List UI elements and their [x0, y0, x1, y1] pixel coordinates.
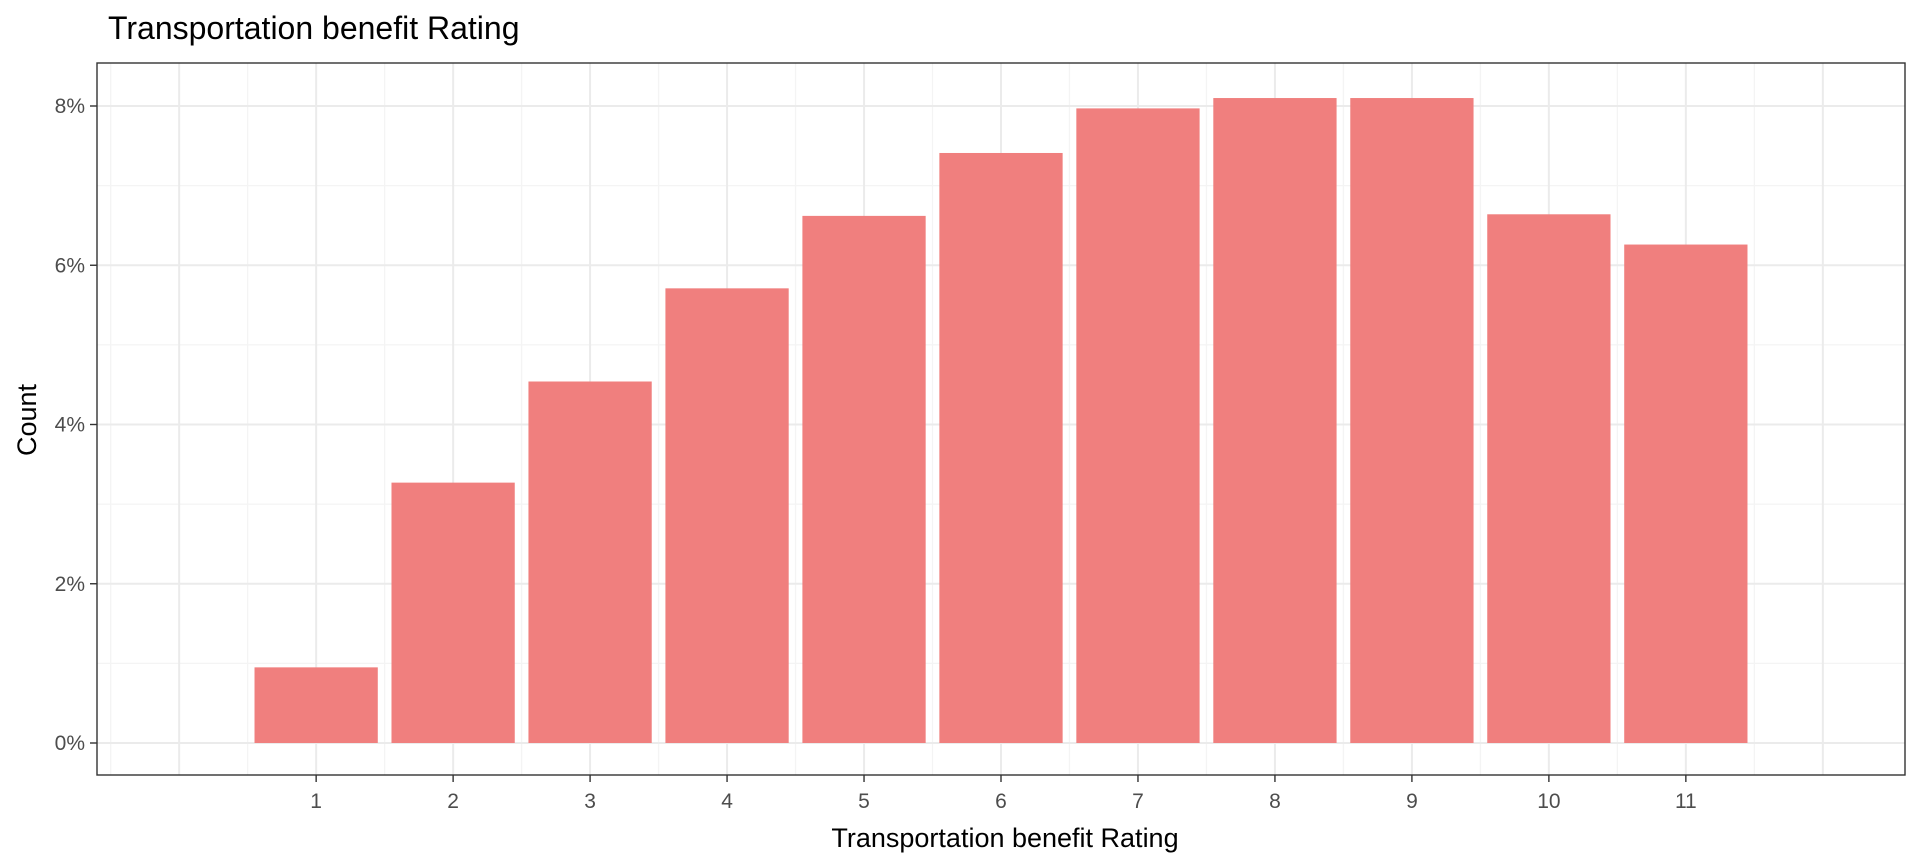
x-tick-label: 2 [447, 790, 459, 813]
bar-9 [1350, 98, 1474, 744]
y-tick-label: 4% [55, 414, 85, 437]
bar-4 [665, 288, 789, 743]
bars [254, 98, 1748, 744]
bar-2 [391, 482, 515, 743]
x-tick-label: 7 [1132, 790, 1144, 813]
bar-11 [1624, 244, 1748, 744]
axis-ticks: 0% 2% 4% 6% 8% 1 2 3 4 5 6 7 8 9 10 11 [55, 95, 1697, 813]
bar-6 [939, 152, 1063, 743]
bar-3 [528, 381, 652, 743]
bar-7 [1076, 108, 1200, 744]
x-tick-label: 1 [310, 790, 322, 813]
bar-10 [1487, 214, 1611, 744]
x-tick-label: 8 [1269, 790, 1281, 813]
y-tick-label: 8% [55, 95, 85, 118]
x-tick-label: 3 [584, 790, 596, 813]
y-axis-title: Count [12, 383, 42, 456]
bar-1 [254, 667, 378, 743]
bar-8 [1213, 98, 1337, 744]
x-axis-title: Transportation benefit Rating [831, 823, 1178, 853]
x-tick-label: 9 [1406, 790, 1418, 813]
x-tick-label: 4 [721, 790, 733, 813]
x-tick-label: 10 [1537, 790, 1560, 813]
x-tick-label: 6 [995, 790, 1007, 813]
x-tick-label: 5 [858, 790, 870, 813]
bar-5 [802, 215, 926, 743]
y-tick-label: 0% [55, 732, 85, 755]
y-tick-label: 6% [55, 254, 85, 277]
chart-title: Transportation benefit Rating [108, 10, 520, 46]
x-tick-label: 11 [1675, 790, 1697, 813]
y-tick-label: 2% [55, 573, 85, 596]
